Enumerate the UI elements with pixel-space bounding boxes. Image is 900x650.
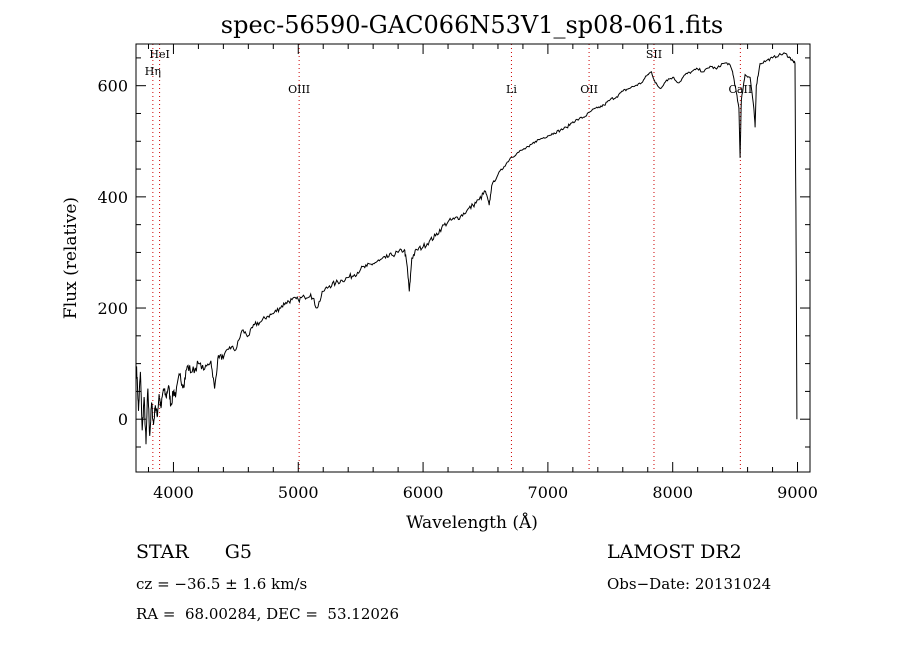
- object-class: STAR G5: [136, 541, 252, 563]
- x-tick-label: 8000: [652, 483, 693, 502]
- line-label-2: OIII: [288, 83, 310, 96]
- line-label-5: SII: [646, 48, 662, 61]
- class-label: STAR: [136, 541, 189, 563]
- x-axis-label: Wavelength (Å): [406, 512, 538, 533]
- subclass-label: G5: [224, 541, 252, 563]
- line-label-3: Li: [506, 83, 517, 96]
- y-tick-label: 600: [97, 77, 128, 96]
- redshift-text: cz = −36.5 ± 1.6 km/s: [136, 575, 308, 593]
- ra-dec-text: RA = 68.00284, DEC = 53.12026: [136, 605, 400, 623]
- chart-title: spec-56590-GAC066N53V1_sp08-061.fits: [221, 11, 723, 39]
- x-tick-label: 7000: [528, 483, 569, 502]
- x-tick-label: 4000: [153, 483, 194, 502]
- line-label-4: OII: [580, 83, 598, 96]
- x-tick-label: 6000: [403, 483, 444, 502]
- spectral-line-markers: HeI Hη OIII Li OII SII CaII: [145, 44, 752, 472]
- axis-ticks: [136, 44, 810, 472]
- y-tick-label: 0: [118, 410, 128, 429]
- y-tick-label: 200: [97, 299, 128, 318]
- plot-frame: [135, 43, 811, 473]
- x-tick-label: 5000: [278, 483, 319, 502]
- survey-label: LAMOST DR2: [607, 541, 742, 563]
- line-label-6: CaII: [729, 83, 753, 96]
- obs-date-text: Obs−Date: 20131024: [607, 575, 772, 593]
- y-tick-label: 400: [97, 188, 128, 207]
- axis-tick-labels: 4000 5000 6000 7000 8000 9000 0 200 400 600: [97, 77, 817, 502]
- line-label-1: Hη: [145, 65, 161, 78]
- y-axis-label: Flux (relative): [61, 197, 81, 319]
- spectrum-line: [136, 52, 798, 445]
- line-label-0: HeI: [149, 48, 169, 61]
- x-tick-label: 9000: [777, 483, 818, 502]
